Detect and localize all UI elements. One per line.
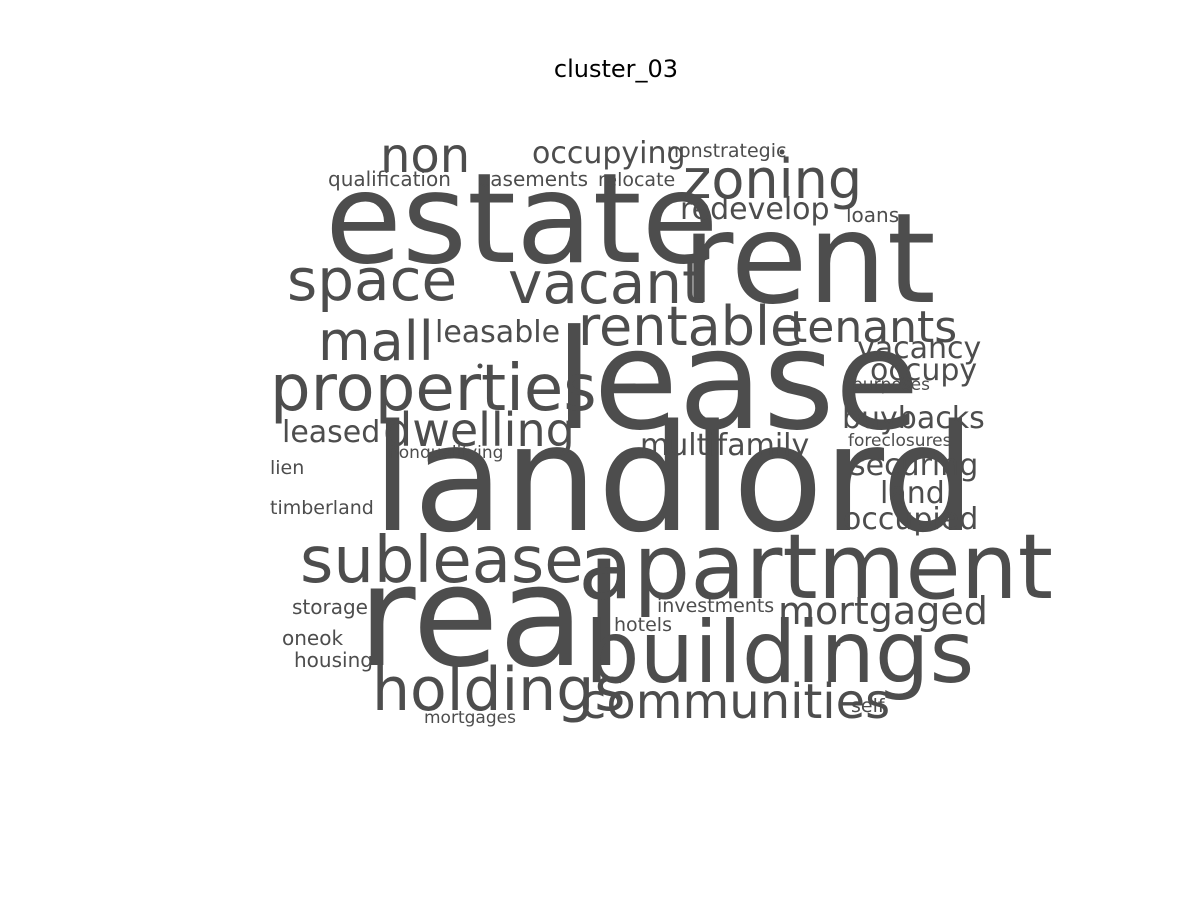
- word-multifamily: multifamily: [640, 428, 809, 463]
- word-mortgaged: mortgaged: [778, 589, 988, 633]
- word-nonstrategic: nonstrategic: [667, 140, 786, 162]
- word-self: self: [851, 695, 886, 717]
- word-leasable: leasable: [435, 315, 560, 350]
- cloud-dot-0: [779, 149, 785, 155]
- word-relocate: relocate: [598, 169, 675, 191]
- chart-title: cluster_03: [553, 55, 679, 83]
- word-hotels: hotels: [614, 614, 672, 636]
- word-lease: lease: [555, 300, 920, 461]
- word-holdings: holdings: [372, 655, 626, 725]
- word-foreclosures: foreclosures: [848, 431, 952, 451]
- word-leased: leased: [282, 415, 380, 450]
- word-rentable: rentable: [578, 295, 803, 358]
- word-landlord: landlord: [372, 393, 975, 565]
- word-purposes: purposes: [852, 375, 930, 395]
- word-sublease: sublease: [300, 524, 584, 598]
- word-communities: communities: [580, 674, 890, 730]
- word-tenants: tenants: [790, 302, 957, 353]
- word-occupy: occupy: [870, 353, 977, 388]
- word-loans: loans: [846, 203, 899, 227]
- word-investments: investments: [657, 595, 774, 617]
- word-mall: mall: [318, 310, 434, 373]
- word-occupying: occupying: [532, 136, 686, 171]
- word-properties: properties: [270, 352, 597, 426]
- word-securing: securing: [850, 448, 978, 483]
- word-land: land: [880, 476, 945, 511]
- word-estate: estate: [325, 147, 719, 292]
- word-oneok: oneok: [282, 626, 343, 650]
- word-timberland: timberland: [270, 497, 374, 519]
- word-vacant: vacant: [508, 249, 705, 317]
- word-vacancy: vacancy: [857, 331, 981, 366]
- word-buybacks: buybacks: [842, 401, 985, 436]
- word-qualification: qualification: [328, 167, 451, 191]
- cloud-dot-2: [593, 617, 599, 623]
- word-real: real: [358, 536, 623, 699]
- word-buildings: buildings: [585, 603, 974, 703]
- word-nonqualifying: nonqualifying: [388, 443, 503, 463]
- word-apartment: apartment: [578, 515, 1053, 620]
- cloud-dot-1: [477, 363, 483, 369]
- word-lien: lien: [270, 457, 304, 479]
- word-dwelling: dwelling: [383, 403, 575, 457]
- word-mortgages: mortgages: [424, 708, 516, 728]
- word-redevelop: redevelop: [680, 192, 830, 227]
- word-rent: rent: [682, 187, 936, 332]
- word-non: non: [380, 128, 470, 184]
- word-zoning: zoning: [683, 148, 862, 211]
- word-space: space: [287, 246, 457, 314]
- word-housing: housing: [294, 648, 373, 672]
- word-easements: easements: [478, 167, 588, 191]
- word-storage: storage: [292, 595, 368, 619]
- word-occupied: occupied: [843, 502, 978, 537]
- cloud-dot-3: [835, 641, 841, 647]
